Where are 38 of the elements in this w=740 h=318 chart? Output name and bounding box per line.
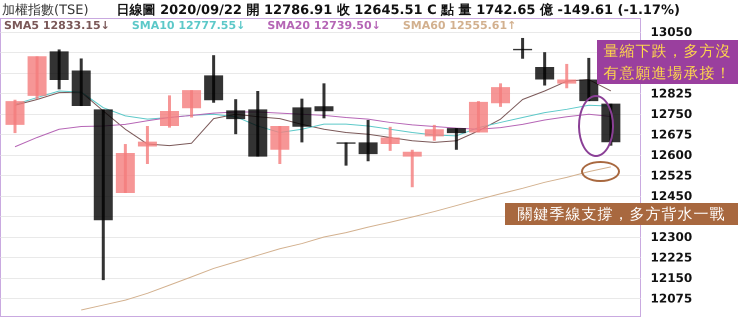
y-tick-label: 13050 (650, 25, 692, 40)
candlestick (160, 95, 179, 128)
y-tick-label: 12525 (650, 168, 692, 183)
candlestick (579, 58, 598, 102)
chart-subtitle: 日線圖 2020/09/22 開 12786.91 收 12645.51 C 點 量 1742.65 億 -149.61 (-1.17%) (116, 3, 680, 18)
candlestick (314, 83, 334, 118)
candlestick (402, 150, 422, 188)
y-tick-label: 12075 (650, 292, 692, 306)
candlestick (6, 100, 25, 134)
y-tick-label: 12300 (650, 230, 692, 244)
y-tick-label: 12600 (650, 148, 692, 162)
annotation: 關鍵季線支撐，多方背水一戰 (505, 203, 738, 225)
candlestick (557, 64, 576, 88)
candlestick (336, 142, 356, 166)
candlestick (424, 124, 444, 141)
text: SMA5 12833.15↓ (4, 19, 110, 32)
annotation: 量縮下跌，多方沒有意願進場承接！ (597, 40, 738, 84)
candlestick (270, 126, 290, 164)
candlestick (226, 99, 246, 134)
text: SMA10 12777.55↓ (132, 19, 246, 32)
candlestick (138, 126, 157, 164)
candlestick (182, 90, 202, 118)
text: SMA60 12555.61↑ (402, 19, 516, 32)
y-tick-label: 12825 (650, 86, 692, 101)
candlestick (380, 126, 400, 151)
candlestick (446, 128, 466, 150)
candlestick (358, 120, 378, 162)
candlestick (292, 98, 312, 142)
chart-title: 加權指數(TSE) (2, 3, 89, 18)
y-tick-label: 12750 (650, 107, 692, 122)
text: SMA20 12739.50↓ (267, 19, 381, 32)
y-tick-label: 12675 (650, 128, 692, 142)
candlestick (513, 38, 532, 59)
candlestick (535, 52, 554, 86)
candlestick (491, 83, 510, 107)
y-tick-label: 12450 (650, 189, 692, 204)
y-tick-label: 12225 (650, 250, 692, 265)
y-tick-label: 12150 (650, 271, 692, 286)
